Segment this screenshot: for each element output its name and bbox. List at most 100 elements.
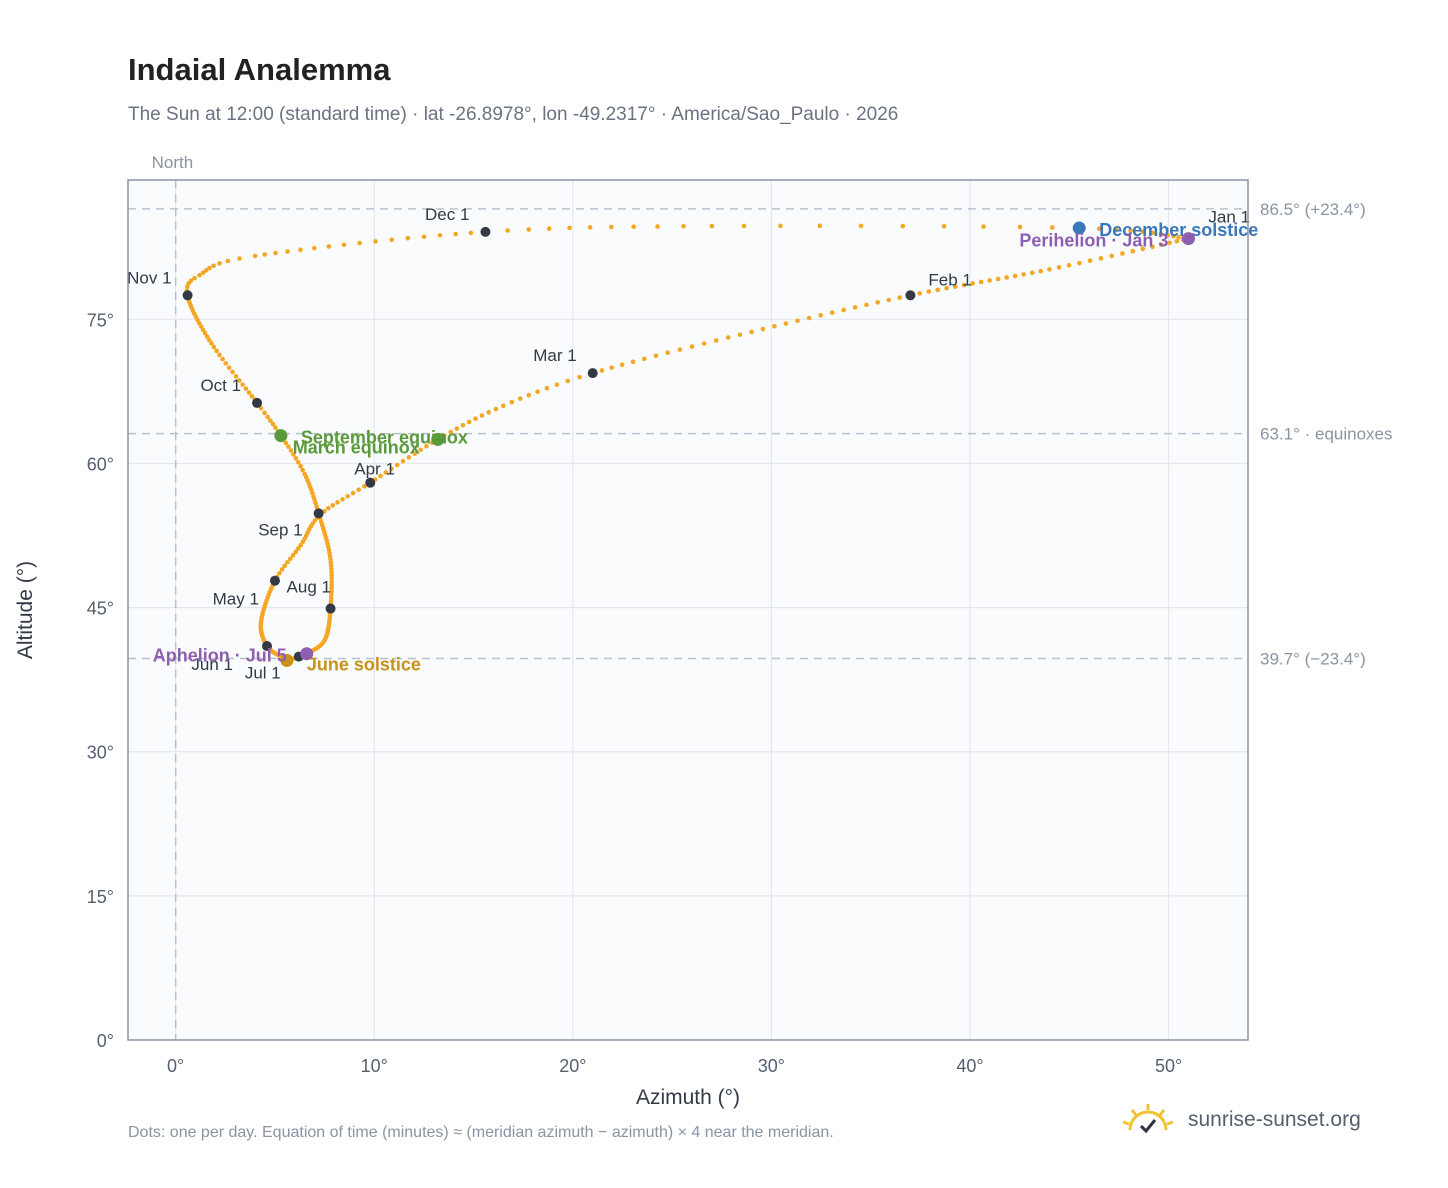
day-dot: [262, 252, 267, 257]
day-dot: [567, 225, 572, 231]
day-dot: [841, 307, 847, 313]
day-dot: [217, 352, 222, 358]
day-dot: [273, 250, 278, 256]
day-dot: [1159, 242, 1164, 248]
day-dot: [329, 576, 334, 581]
month-marker: [269, 575, 280, 586]
day-dot: [202, 330, 208, 336]
day-dot: [291, 452, 296, 457]
day-dot: [206, 337, 212, 343]
day-dot: [394, 462, 400, 468]
day-dot: [953, 284, 958, 289]
day-dot: [340, 497, 345, 502]
day-dot: [554, 382, 560, 387]
day-dot: [1087, 258, 1093, 264]
month-marker: [905, 290, 916, 301]
day-dot: [211, 263, 216, 269]
day-dot: [1140, 229, 1145, 234]
day-dot: [817, 223, 823, 229]
month-markers: Jan 1 Feb 1 Mar 1 Apr 1 May 1 Jun 1 Jul 1 Aug 1…: [127, 205, 1250, 683]
month-marker: [182, 290, 193, 301]
x-tick-label: 50°: [1155, 1056, 1182, 1076]
day-dot: [900, 223, 906, 229]
day-dot: [237, 256, 242, 261]
day-dot: [917, 291, 922, 296]
day-dot: [424, 443, 429, 449]
day-dot: [298, 542, 304, 548]
day-dot: [713, 338, 719, 343]
day-dot: [421, 234, 427, 240]
day-dot: [1012, 273, 1018, 279]
day-dot: [300, 539, 306, 545]
reference-line-label: 39.7° (−23.4°): [1260, 650, 1366, 669]
day-dot: [897, 295, 902, 300]
day-dot: [641, 356, 647, 362]
month-marker: [480, 226, 491, 237]
day-dot: [1109, 253, 1114, 259]
plot-area: [128, 180, 1248, 1040]
day-dot: [505, 228, 510, 233]
day-dot: [509, 399, 515, 405]
day-dot: [454, 426, 460, 431]
y-tick-label: 75°: [87, 310, 114, 330]
day-dot: [460, 422, 466, 428]
day-dot: [1150, 244, 1155, 250]
day-dot: [544, 385, 550, 391]
day-dot: [1174, 238, 1180, 244]
day-dot: [290, 552, 296, 558]
day-dot: [406, 455, 412, 460]
x-axis-title: Azimuth (°): [636, 1086, 740, 1109]
month-label: Nov 1: [127, 268, 171, 287]
event-marker: [1181, 232, 1195, 246]
day-dot: [737, 332, 743, 337]
day-dot: [1098, 256, 1104, 261]
x-tick-label: 30°: [758, 1056, 785, 1076]
sun-logo-icon: [1122, 1104, 1174, 1134]
day-dot: [681, 224, 686, 229]
day-dot: [466, 419, 472, 425]
day-dot: [935, 287, 941, 293]
day-dot: [249, 393, 255, 399]
day-dot: [265, 414, 270, 420]
month-label: Aug 1: [287, 578, 331, 597]
day-dot: [362, 484, 367, 489]
month-label: Feb 1: [928, 270, 971, 289]
day-dot: [772, 323, 777, 329]
day-dot: [468, 230, 474, 236]
day-dot: [852, 305, 858, 310]
day-dot: [204, 334, 210, 339]
day-dot: [941, 223, 947, 229]
day-dot: [473, 416, 478, 422]
day-dot: [383, 470, 389, 475]
y-tick-label: 45°: [87, 599, 114, 619]
month-label: Dec 1: [425, 205, 469, 224]
day-dot: [926, 289, 932, 294]
day-dot: [418, 447, 423, 453]
day-dot: [293, 549, 299, 555]
day-dot: [270, 421, 276, 427]
month-marker: [252, 397, 263, 408]
day-dot: [1130, 248, 1136, 254]
day-dot: [192, 275, 197, 281]
day-dot: [285, 559, 290, 565]
axis-ticks: 0° 10° 20° 30° 40° 50° 0° 15° 30° 45° 60° 75°: [87, 310, 1182, 1076]
day-dot: [262, 410, 267, 416]
day-dot: [535, 389, 540, 394]
day-dot: [631, 224, 636, 230]
month-marker: [325, 603, 336, 614]
day-dot: [246, 390, 252, 395]
reference-lines: North 86.5° (+23.4°) 63.1° · equinoxes 39.7…: [128, 153, 1393, 1040]
day-dot: [389, 237, 394, 243]
day-dot: [240, 382, 245, 387]
day-dot: [197, 272, 202, 278]
day-dot: [226, 365, 232, 370]
day-dot: [1113, 227, 1119, 232]
day-dot: [378, 473, 383, 479]
day-dot: [214, 348, 219, 354]
day-dot: [282, 563, 288, 569]
day-dot: [546, 226, 552, 231]
day-dot: [298, 247, 303, 253]
day-dot: [493, 406, 499, 412]
brand[interactable]: sunrise-sunset.org: [1120, 1100, 1361, 1140]
day-dot: [329, 582, 334, 588]
